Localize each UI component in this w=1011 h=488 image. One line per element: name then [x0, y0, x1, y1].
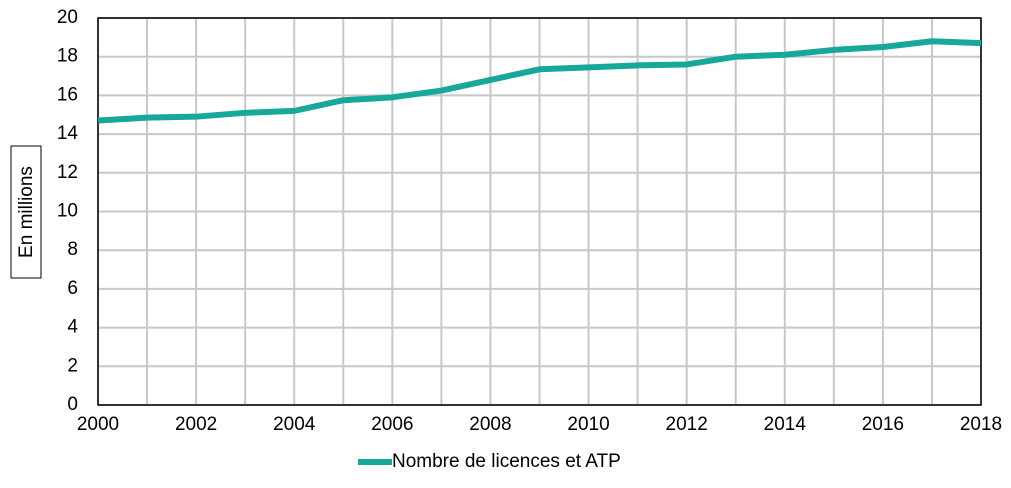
- x-tick-label: 2000: [77, 414, 119, 435]
- y-tick-label: 14: [57, 123, 79, 144]
- x-tick-label: 2004: [273, 414, 316, 435]
- x-tick-label: 2008: [469, 414, 511, 435]
- data-line: [97, 38, 982, 124]
- y-tick-label: 18: [57, 46, 78, 67]
- x-tick-label: 2006: [371, 414, 413, 435]
- x-tick-label: 2016: [862, 414, 904, 435]
- y-tick-label: 4: [67, 317, 78, 338]
- legend-label: Nombre de licences et ATP: [392, 451, 621, 472]
- x-tick-label: 2002: [175, 414, 217, 435]
- y-tick-label: 16: [57, 84, 78, 105]
- x-tick-label: 2012: [666, 414, 708, 435]
- y-tick-label: 8: [67, 239, 78, 260]
- y-label-box: [10, 145, 42, 279]
- x-tick-label: 2010: [567, 414, 609, 435]
- x-tick-label: 2014: [764, 414, 807, 435]
- y-axis-label: En millions: [16, 166, 37, 258]
- y-tick-label: 2: [67, 355, 78, 376]
- y-tick-label: 20: [57, 7, 78, 28]
- y-tick-label: 12: [57, 162, 78, 183]
- x-tick-label: 2018: [960, 414, 1002, 435]
- plot-border: [97, 17, 982, 406]
- y-tick-label: 6: [67, 278, 78, 299]
- y-tick-label: 0: [67, 394, 78, 415]
- y-tick-label: 10: [57, 201, 78, 222]
